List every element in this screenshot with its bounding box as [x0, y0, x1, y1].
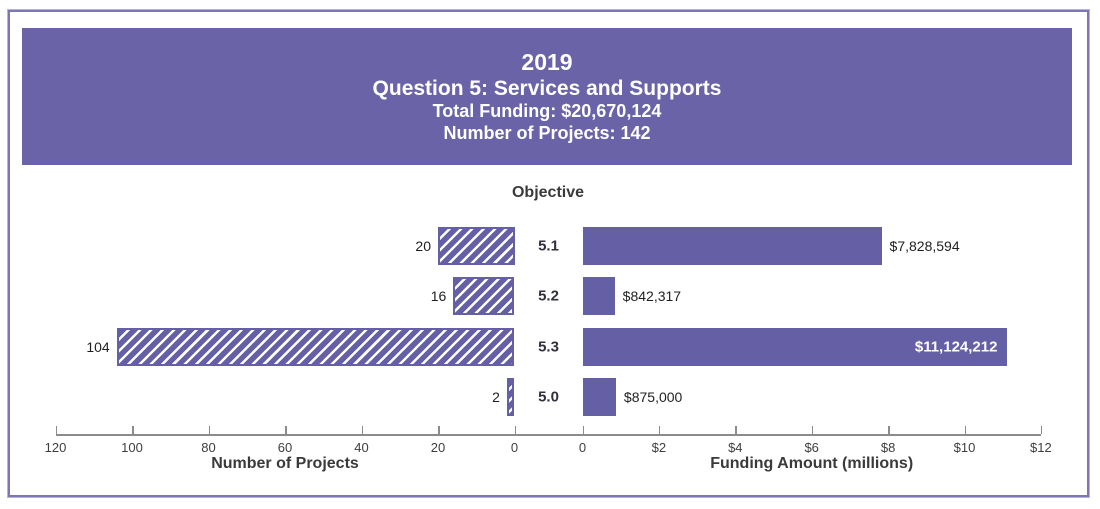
projects-bar-5.1 — [438, 227, 515, 265]
funding-axis-tick-label: $6 — [804, 440, 819, 455]
projects-axis-tick-label: 40 — [354, 440, 369, 455]
projects-axis-tick-label: 60 — [277, 440, 293, 455]
funding-axis-tick — [964, 426, 966, 434]
funding-value-label: $7,828,594 — [889, 238, 960, 254]
projects-value-label: 20 — [415, 238, 431, 254]
projects-axis-tick — [132, 426, 134, 434]
funding-bar-5.2 — [582, 277, 615, 315]
funding-value-label: $11,124,212 — [914, 338, 998, 356]
funding-axis-tick-label: $8 — [880, 440, 896, 455]
projects-axis-tick-label: 0 — [510, 440, 519, 455]
header-question-title: Question 5: Services and Supports — [372, 76, 722, 100]
funding-axis-tick — [888, 426, 890, 434]
funding-axis-tick — [658, 426, 661, 434]
projects-axis-tick-label: 100 — [121, 440, 143, 455]
chart-header-banner: 2019 Question 5: Services and Supports T… — [22, 28, 1072, 165]
projects-value-label: 16 — [430, 288, 447, 304]
objective-label-5.0: 5.0 — [538, 388, 559, 406]
projects-axis-tick-label: 20 — [430, 440, 446, 455]
projects-value-label: 104 — [86, 339, 110, 355]
funding-axis-tick-label: $4 — [728, 440, 743, 455]
funding-axis-tick — [582, 426, 584, 434]
funding-axis-tick-label: $10 — [953, 440, 976, 455]
projects-value-label: 2 — [492, 389, 500, 405]
funding-bar-5.0 — [582, 378, 616, 416]
projects-bar-5.0 — [506, 378, 515, 416]
objective-label-5.1: 5.1 — [538, 237, 559, 255]
projects-axis-tick — [361, 426, 363, 434]
projects-axis-tick-label: 80 — [201, 440, 216, 455]
funding-axis-title: Funding Amount (millions) — [710, 455, 914, 472]
header-number-of-projects: Number of Projects: 142 — [443, 123, 651, 144]
header-year: 2019 — [521, 48, 573, 75]
projects-axis-tick — [55, 426, 57, 434]
projects-axis-tick — [208, 426, 210, 434]
funding-value-label: $875,000 — [623, 389, 683, 405]
projects-axis-tick-label: 120 — [44, 440, 67, 455]
funding-axis-tick-label: $12 — [1030, 440, 1052, 455]
funding-bar-5.3 — [582, 328, 1008, 366]
funding-value-label: $842,317 — [622, 288, 682, 304]
x-axis-line — [55, 434, 1041, 436]
funding-axis-tick-label: $2 — [651, 440, 667, 455]
page-border — [8, 10, 1089, 497]
center-axis-title: Objective — [511, 184, 585, 201]
projects-axis-tick — [514, 426, 516, 434]
funding-axis-tick-label: 0 — [578, 440, 587, 455]
projects-axis-tick — [438, 426, 440, 434]
projects-axis-tick — [285, 426, 287, 434]
funding-axis-tick — [811, 426, 814, 434]
projects-bar-5.3 — [116, 328, 515, 366]
projects-axis-title: Number of Projects — [211, 455, 359, 472]
objective-label-5.3: 5.3 — [538, 338, 559, 356]
funding-axis-tick — [735, 426, 737, 434]
projects-bar-5.2 — [453, 277, 515, 315]
header-total-funding: Total Funding: $20,670,124 — [432, 101, 662, 122]
funding-axis-tick — [1040, 426, 1043, 434]
funding-bar-5.1 — [582, 227, 882, 265]
objective-label-5.2: 5.2 — [538, 287, 559, 305]
